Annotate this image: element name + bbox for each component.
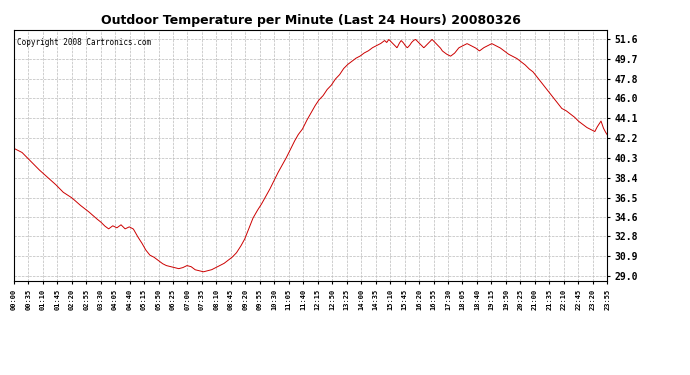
Text: Copyright 2008 Cartronics.com: Copyright 2008 Cartronics.com: [17, 38, 151, 46]
Title: Outdoor Temperature per Minute (Last 24 Hours) 20080326: Outdoor Temperature per Minute (Last 24 …: [101, 15, 520, 27]
